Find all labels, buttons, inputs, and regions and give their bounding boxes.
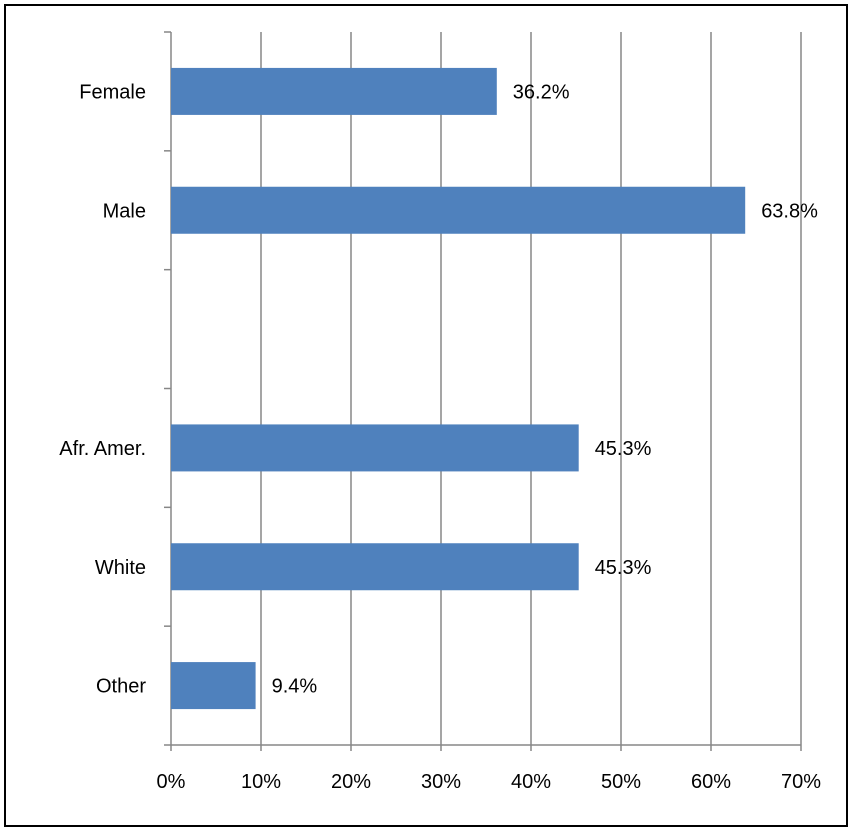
x-tick-label: 70% — [781, 771, 821, 793]
category-label: Other — [96, 676, 146, 698]
category-label: Female — [79, 81, 146, 103]
category-labels: Female Male Afr. Amer. White Other — [59, 81, 146, 697]
bar — [171, 543, 579, 591]
gridlines — [260, 32, 802, 745]
data-label: 63.8% — [761, 200, 818, 222]
category-label: Afr. Amer. — [59, 438, 146, 460]
data-label: 45.3% — [595, 557, 652, 579]
x-tick-labels: 0% 10% 20% 30% 40% 50% 60% 70% — [157, 771, 822, 793]
x-tick-label: 0% — [157, 771, 186, 793]
category-label: White — [95, 557, 146, 579]
data-label: 45.3% — [595, 438, 652, 460]
x-tick-label: 10% — [241, 771, 281, 793]
chart-frame — [4, 4, 848, 827]
bar — [171, 67, 497, 115]
x-tick-label: 50% — [601, 771, 641, 793]
axes — [164, 31, 802, 751]
bar — [171, 424, 579, 472]
bar — [171, 186, 746, 234]
bars — [171, 67, 746, 710]
data-label: 36.2% — [513, 81, 570, 103]
bar — [171, 662, 256, 710]
x-tick-label: 30% — [421, 771, 461, 793]
category-label: Male — [103, 200, 146, 222]
x-tick-label: 20% — [331, 771, 371, 793]
data-labels: 36.2% 63.8% 45.3% 45.3% 9.4% — [272, 81, 819, 697]
data-label: 9.4% — [272, 676, 318, 698]
x-tick-label: 60% — [691, 771, 731, 793]
x-tick-label: 40% — [511, 771, 551, 793]
